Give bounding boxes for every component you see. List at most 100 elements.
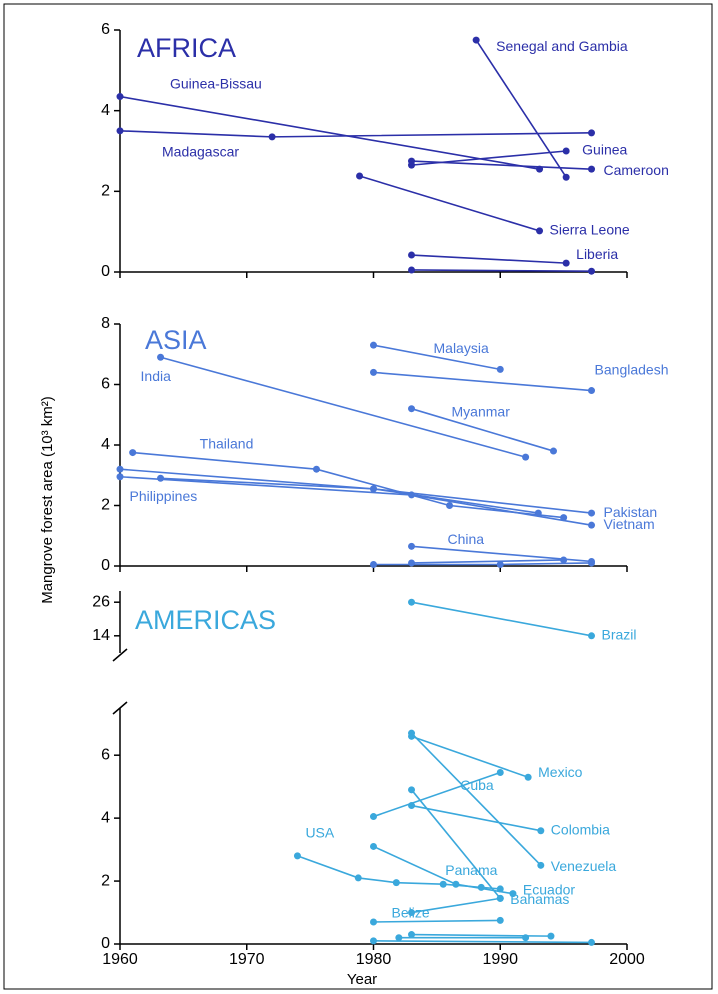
series-line (373, 344, 501, 371)
data-point (562, 259, 570, 267)
data-point (408, 405, 416, 413)
data-point (588, 632, 596, 640)
y-tick-label: 4 (101, 436, 110, 453)
frame (3, 3, 713, 990)
series-line (411, 150, 567, 166)
series-label: USA (305, 825, 334, 841)
data-point (370, 937, 377, 945)
data-point (588, 938, 596, 946)
data-point (116, 127, 124, 135)
series-label: Senegal and Gambia (496, 38, 628, 54)
series-label: Brazil (602, 627, 637, 643)
series-label: Pakistan (604, 504, 658, 520)
series-label: Malaysia (434, 340, 489, 356)
y-tick-label: 14 (92, 627, 110, 644)
series-line (475, 39, 567, 178)
series-line (119, 95, 540, 170)
series-line (359, 175, 540, 232)
data-point (408, 251, 416, 259)
data-point (129, 449, 137, 457)
y-tick-label: 8 (101, 315, 110, 332)
x-tick-label: 1970 (229, 951, 265, 968)
data-point (562, 147, 570, 155)
y-tick-label: 2 (101, 183, 110, 200)
data-point (370, 918, 377, 926)
data-point (547, 932, 555, 940)
panel-title: AMERICAS (135, 605, 276, 635)
data-point (408, 491, 416, 499)
data-point (496, 885, 504, 893)
y-tick-label: 0 (101, 263, 110, 280)
series-label: Cuba (460, 777, 494, 793)
series-line (160, 356, 526, 458)
y-tick-label: 0 (101, 935, 110, 952)
data-point (370, 485, 377, 493)
data-point (268, 133, 276, 141)
series-line (411, 254, 567, 264)
series-label: Cameroon (604, 162, 669, 178)
data-point (408, 931, 416, 939)
y-tick-label: 4 (101, 102, 110, 119)
series-line (411, 559, 564, 564)
data-point (370, 560, 377, 568)
y-tick-label: 2 (101, 872, 110, 889)
data-point (588, 267, 596, 275)
series-label: Panama (445, 862, 497, 878)
x-tick-label: 1990 (482, 951, 518, 968)
data-point (588, 129, 596, 137)
data-point (293, 852, 301, 860)
data-point (116, 93, 124, 101)
series-line (410, 732, 542, 866)
data-point (116, 473, 124, 481)
series-line (411, 933, 551, 937)
data-point (408, 786, 416, 794)
series-line (373, 562, 592, 566)
data-point (157, 353, 165, 361)
data-point (439, 880, 447, 888)
y-axis-label: Mangrove forest area (10³ km²) (39, 396, 56, 604)
series-label: Liberia (576, 246, 618, 262)
data-point (395, 934, 403, 942)
series-line (373, 771, 501, 818)
data-point (356, 172, 364, 180)
data-point (452, 880, 460, 888)
data-point (408, 266, 416, 274)
data-point (522, 934, 530, 942)
data-point (477, 883, 485, 891)
data-point (392, 879, 400, 887)
series-line (411, 407, 554, 452)
series-label: China (448, 531, 485, 547)
data-point (588, 165, 596, 173)
data-point (537, 827, 545, 835)
data-point (496, 769, 504, 777)
x-tick-label: 2000 (609, 951, 645, 968)
series-line (411, 735, 529, 778)
data-point (446, 502, 454, 509)
data-point (549, 447, 557, 455)
series-label: Bahamas (510, 891, 569, 907)
data-point (496, 916, 504, 924)
data-point (560, 514, 568, 522)
data-point (560, 556, 568, 564)
series-label: Madagascar (162, 144, 239, 160)
x-tick-label: 1980 (356, 951, 392, 968)
data-point (370, 368, 377, 376)
y-tick-label: 26 (92, 593, 110, 610)
series-line (411, 804, 541, 832)
data-point (354, 874, 362, 882)
series-label: Thailand (200, 435, 254, 451)
y-tick-label: 6 (101, 21, 110, 38)
data-point (524, 773, 532, 781)
data-point (116, 465, 124, 473)
data-point (370, 842, 377, 850)
series-line (410, 789, 501, 899)
series-label: Venezuela (551, 858, 617, 874)
panel-title: AFRICA (137, 33, 236, 63)
series-line (411, 269, 592, 272)
series-label: Guinea (582, 142, 627, 158)
data-point (496, 365, 504, 373)
y-tick-label: 6 (101, 746, 110, 763)
data-point (408, 157, 416, 165)
series-label: Guinea-Bissau (170, 75, 262, 91)
